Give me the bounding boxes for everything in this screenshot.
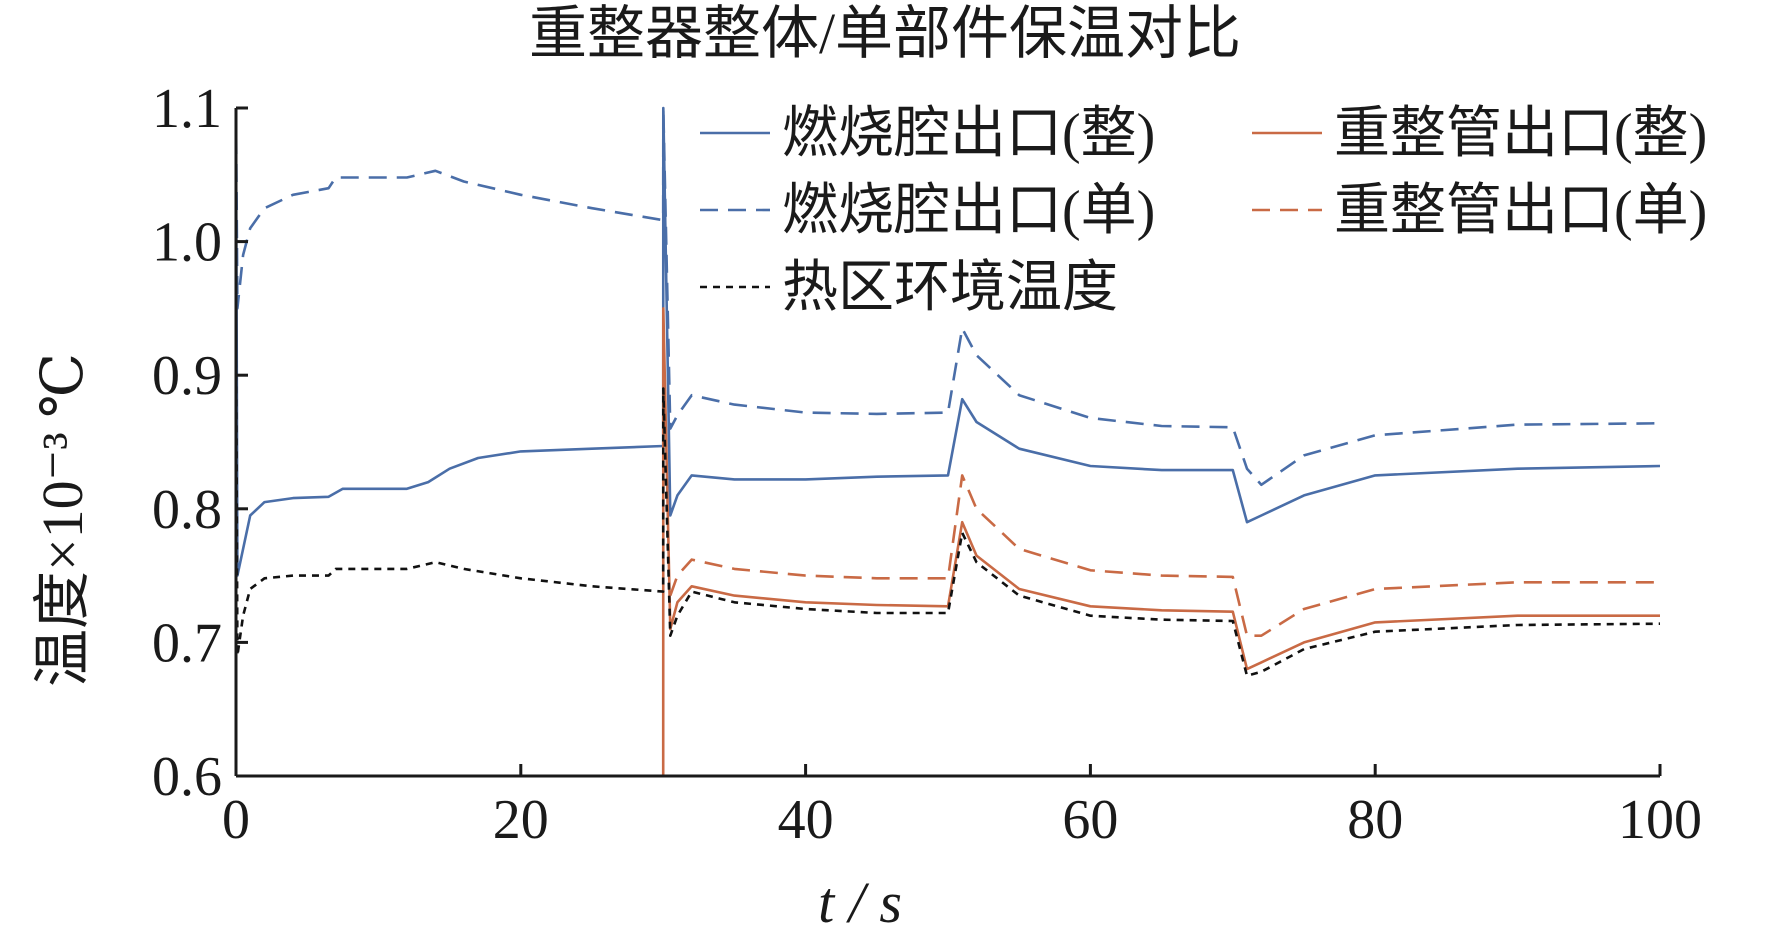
chart-title: 重整器整体/单部件保温对比 — [529, 1, 1241, 66]
axes: 0 20 40 60 80 100 0.6 0.7 0.8 0.9 1.0 1.1 — [152, 78, 1702, 851]
series-line-2 — [234, 106, 1661, 487]
x-tick-label: 0 — [222, 789, 250, 851]
series-line-0 — [234, 106, 1661, 577]
x-tick-label: 20 — [493, 789, 549, 851]
y-axis-label: 温度×10⁻³ ℃ — [30, 353, 95, 687]
y-tick-label: 0.6 — [152, 746, 222, 808]
legend-label-4: 热区环境温度 — [782, 257, 1118, 319]
x-tick-label: 40 — [778, 789, 834, 851]
series-line-4 — [234, 308, 1661, 678]
y-tick-label: 0.8 — [152, 479, 222, 541]
legend-label-3: 重整管出口(单) — [1334, 180, 1707, 242]
x-axis-label: t / s — [818, 870, 902, 935]
y-tick-label: 0.7 — [152, 612, 222, 674]
legend-label-1: 重整管出口(整) — [1334, 103, 1707, 165]
y-tick-label: 1.1 — [152, 78, 222, 140]
plot-area — [234, 106, 1661, 777]
series-line-3 — [669, 474, 1660, 637]
x-tick-label: 100 — [1618, 789, 1702, 851]
legend: 燃烧腔出口(整) 重整管出口(整) 燃烧腔出口(单) 重整管出口(单) 热区环境温度 — [700, 103, 1707, 319]
x-tick-label: 60 — [1062, 789, 1118, 851]
x-tick-label: 80 — [1347, 789, 1403, 851]
series-line-1 — [661, 307, 1660, 777]
y-tick-label: 1.0 — [152, 212, 222, 274]
legend-label-2: 燃烧腔出口(单) — [782, 180, 1155, 242]
legend-label-0: 燃烧腔出口(整) — [782, 103, 1155, 165]
y-tick-label: 0.9 — [152, 345, 222, 407]
